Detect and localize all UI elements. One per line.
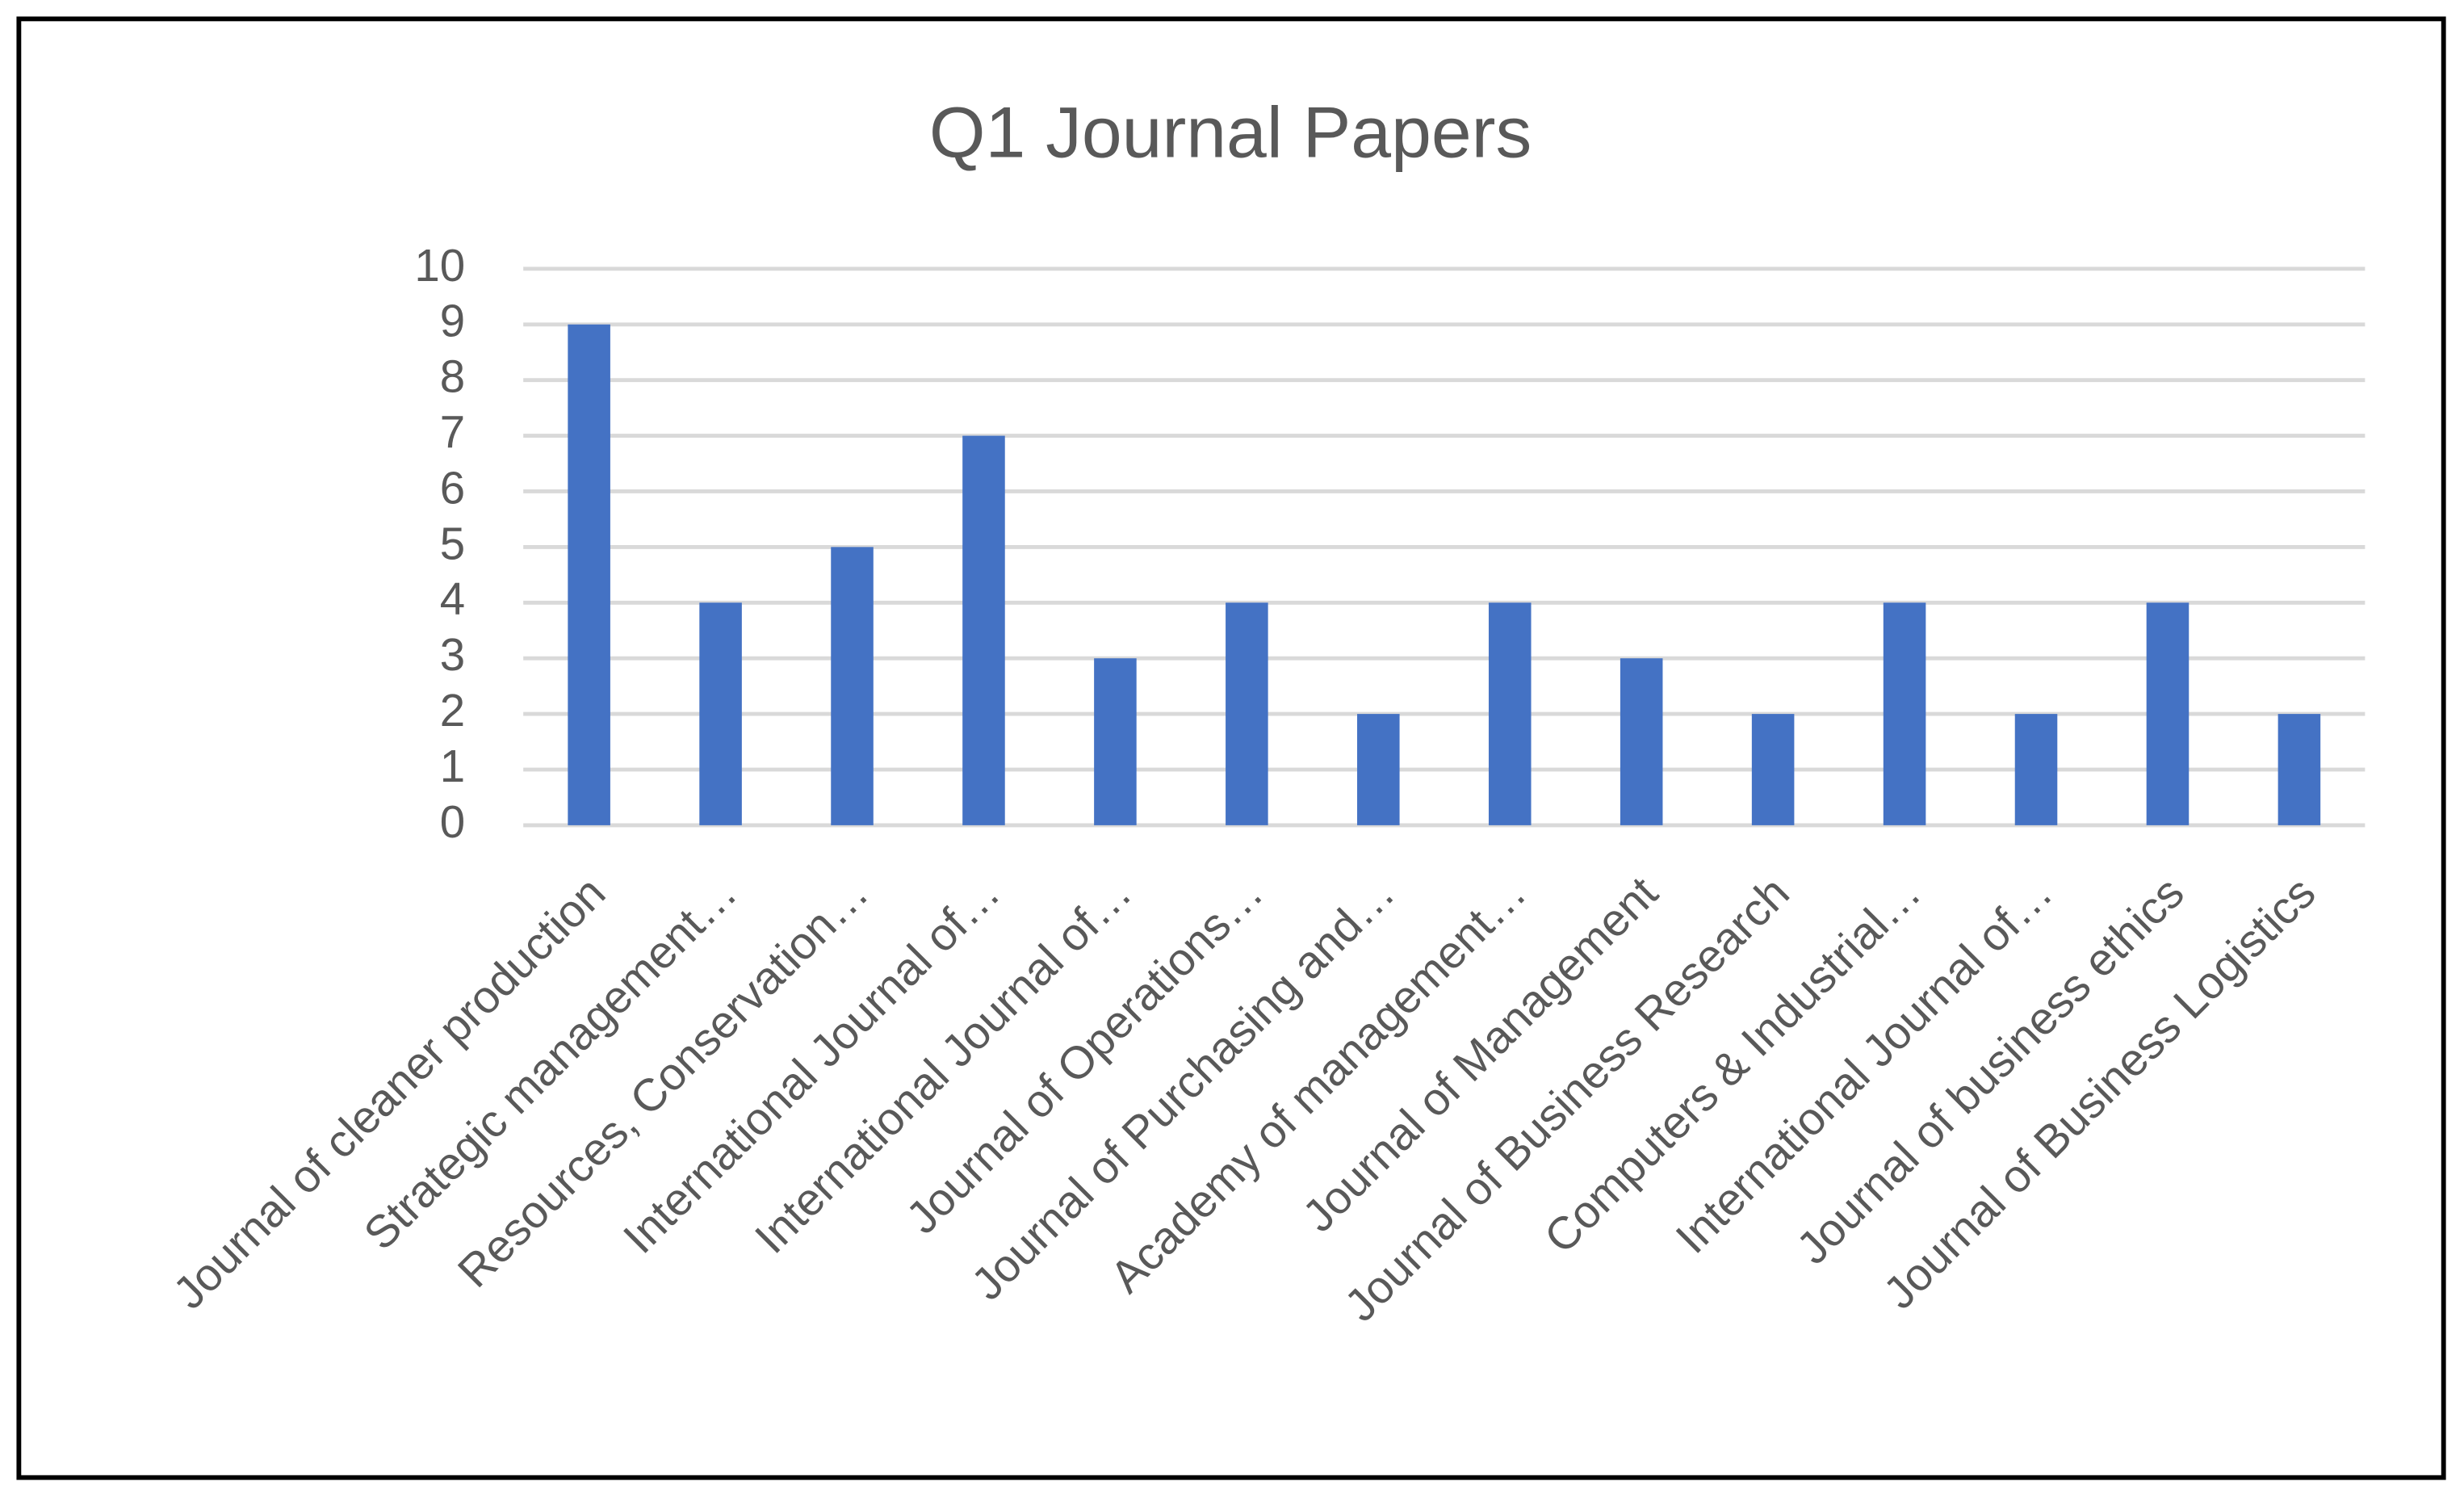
bar [1226, 602, 1268, 825]
chart-title: Q1 Journal Papers [929, 92, 1532, 173]
y-tick-label: 3 [440, 629, 465, 680]
bar [1094, 658, 1137, 825]
y-tick-label: 0 [440, 796, 465, 847]
bar [1751, 714, 1795, 825]
bar [2146, 602, 2190, 825]
y-tick-label: 10 [414, 240, 465, 291]
y-tick-label: 5 [440, 518, 465, 569]
y-tick-label: 7 [440, 406, 465, 457]
bar [568, 324, 610, 825]
bar [1357, 714, 1400, 825]
y-tick-label: 4 [440, 573, 465, 624]
bar [699, 602, 742, 825]
bar [962, 435, 1005, 825]
bar [1883, 602, 1926, 825]
bar [831, 547, 874, 825]
y-tick-label: 2 [440, 685, 465, 736]
y-tick-label: 6 [440, 462, 465, 513]
bar [1620, 658, 1663, 825]
y-tick-label: 9 [440, 296, 465, 346]
bar [2278, 714, 2321, 825]
bar [1488, 602, 1532, 825]
y-tick-label: 1 [440, 741, 465, 791]
bar [2014, 714, 2058, 825]
y-tick-label: 8 [440, 351, 465, 402]
